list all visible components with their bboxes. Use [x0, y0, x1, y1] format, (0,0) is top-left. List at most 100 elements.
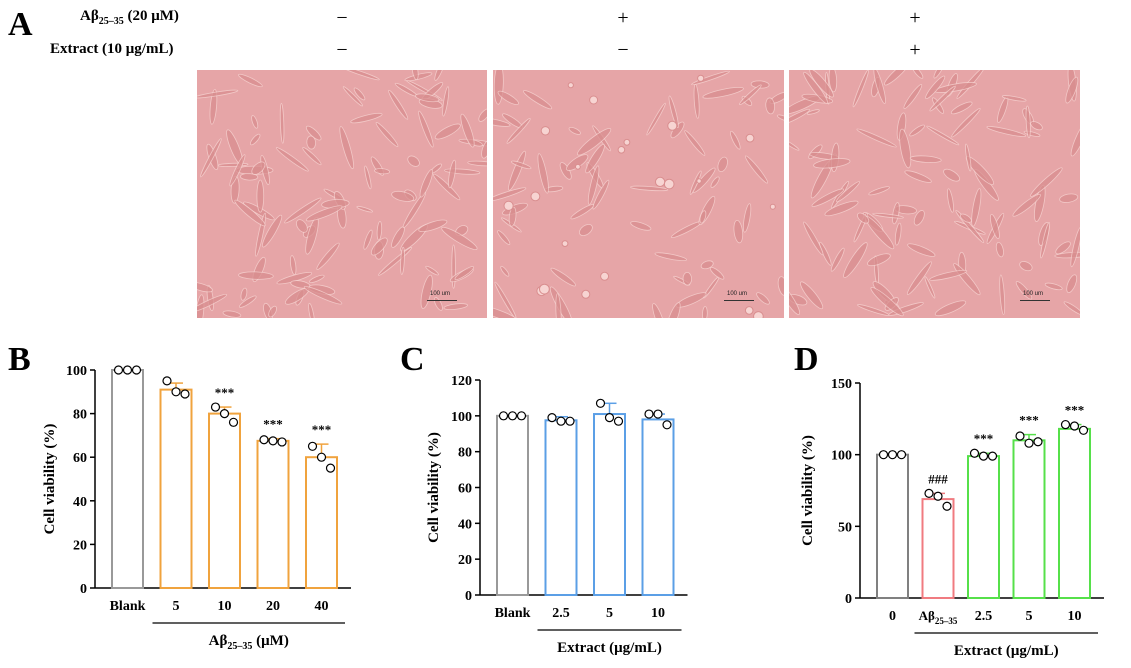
significance-label: ***	[974, 431, 994, 446]
data-point	[644, 409, 654, 419]
data-point	[162, 376, 172, 386]
scale-bar-label: 100 um	[430, 291, 451, 297]
data-point	[653, 409, 663, 419]
data-point	[1033, 437, 1043, 447]
chart-d: 0 50 100 150 Cell viability (%) 0 ### Aβ25–35 **…	[800, 377, 1104, 659]
panel-letter-c: C	[400, 341, 425, 378]
scale-bar	[427, 300, 457, 301]
data-point	[942, 501, 952, 511]
y-axis-label: Cell viability (%)	[800, 435, 816, 546]
sign-row2-col3: +	[909, 39, 921, 61]
data-point	[219, 408, 230, 419]
micrograph-control: 100 um	[197, 70, 487, 318]
y-tick-label: 100	[831, 449, 852, 464]
data-point	[969, 448, 980, 458]
y-axis-label: Cell viability (%)	[42, 424, 58, 535]
x-tick-label: Aβ25–35	[919, 608, 958, 626]
data-point	[516, 411, 527, 421]
sign-row1-col2: +	[617, 7, 629, 29]
y-tick-label: 100	[451, 410, 472, 425]
x-group-label: Extract (μg/mL)	[557, 640, 662, 656]
y-tick-label: 60	[73, 451, 87, 466]
y-tick-label: 100	[66, 364, 87, 379]
data-point	[259, 435, 269, 445]
chart-c: 0 20 40 60 80 100 120 Cell viability (%) Blank 2.…	[426, 374, 688, 656]
data-point	[171, 387, 181, 397]
data-point	[595, 398, 606, 408]
bar-20	[256, 439, 290, 589]
y-tick-label: 20	[73, 538, 87, 553]
y-tick-label: 0	[845, 592, 852, 607]
bar-Blank	[496, 414, 529, 597]
sign-row2-col1: −	[336, 39, 348, 61]
sign-row2-col2: −	[617, 39, 629, 61]
bar-40	[305, 456, 338, 589]
y-tick-label: 40	[458, 517, 472, 532]
data-point	[662, 420, 672, 430]
x-group-label: Extract (μg/mL)	[954, 643, 1059, 659]
bar-Blank	[111, 369, 144, 589]
x-tick-label: Blank	[110, 599, 146, 614]
data-point	[268, 436, 278, 446]
data-point	[933, 491, 943, 501]
y-tick-label: 50	[838, 520, 852, 535]
bar-0	[876, 453, 909, 599]
significance-label: ***	[215, 385, 235, 400]
significance-label: ***	[263, 417, 283, 432]
data-point	[556, 416, 566, 426]
data-point	[325, 463, 336, 473]
bar-2.5	[544, 419, 578, 596]
data-point	[131, 365, 142, 375]
data-point	[1024, 438, 1034, 448]
y-tick-label: 40	[73, 495, 87, 510]
x-tick-label: 0	[889, 609, 896, 624]
x-group-label: Aβ25–35 (μM)	[209, 633, 289, 652]
data-point	[547, 413, 557, 423]
x-tick-label: 5	[1026, 609, 1033, 624]
data-point	[507, 411, 518, 421]
x-tick-label: Blank	[495, 606, 531, 621]
panel-letter-d: D	[794, 341, 819, 378]
data-point	[122, 365, 133, 375]
y-tick-label: 150	[831, 377, 852, 392]
data-point	[307, 441, 318, 451]
x-tick-label: 2.5	[975, 609, 993, 624]
data-point	[565, 416, 575, 426]
scale-bar-label: 100 um	[727, 291, 748, 297]
x-tick-label: 5	[606, 606, 613, 621]
data-point	[180, 389, 190, 399]
x-tick-label: 10	[218, 599, 232, 614]
sign-row1-col3: +	[909, 7, 921, 29]
bar-5	[159, 388, 193, 590]
panel-letter-a: A	[8, 6, 33, 43]
y-axis-label: Cell viability (%)	[426, 432, 442, 543]
data-point	[896, 450, 907, 460]
bar-5	[1012, 439, 1046, 600]
abeta-condition-label: Aβ25–35 (20 μM)	[80, 8, 179, 27]
data-point	[210, 402, 221, 412]
significance-label: ***	[1019, 413, 1039, 428]
data-point	[228, 417, 239, 427]
bar-2.5	[967, 455, 1000, 599]
x-tick-label: 20	[266, 599, 280, 614]
bar-Aβ25–35	[921, 498, 955, 600]
y-tick-label: 80	[458, 446, 472, 461]
data-point	[987, 451, 998, 461]
y-tick-label: 80	[73, 408, 87, 423]
y-tick-label: 120	[451, 374, 472, 389]
x-tick-label: 5	[173, 599, 180, 614]
data-point	[1069, 421, 1080, 431]
micrograph-abeta-extract: 100 um	[789, 70, 1080, 318]
x-tick-label: 10	[1068, 609, 1082, 624]
x-tick-label: 2.5	[552, 606, 570, 621]
significance-label: ***	[312, 422, 332, 437]
bar-10	[1058, 427, 1091, 599]
data-point	[924, 488, 934, 498]
scale-bar	[724, 300, 754, 301]
bar-10	[208, 412, 241, 589]
significance-label: ###	[928, 471, 948, 486]
extract-condition-label: Extract (10 μg/mL)	[50, 41, 174, 57]
y-tick-label: 0	[80, 582, 87, 597]
data-point	[604, 413, 615, 423]
data-point	[316, 452, 327, 462]
